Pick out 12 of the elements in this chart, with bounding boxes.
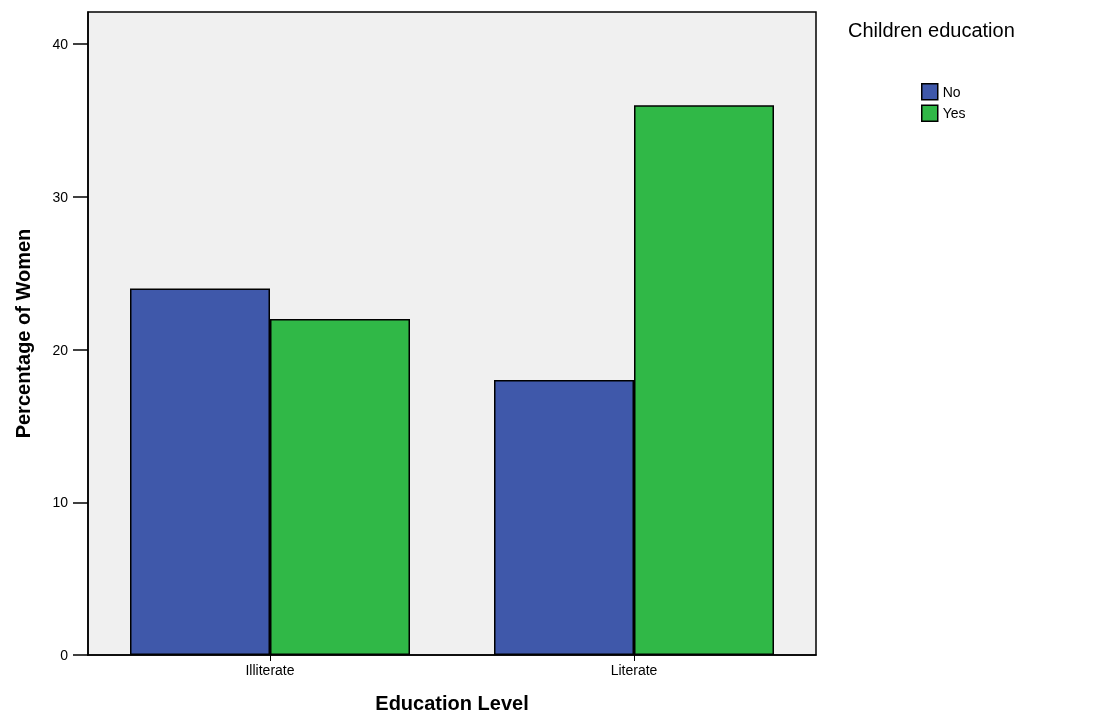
- y-tick-label: 10: [52, 494, 69, 511]
- y-axis-title: Percentage of Women: [12, 228, 34, 439]
- legend-title: Children education: [848, 19, 1015, 41]
- y-tick-label: 20: [52, 341, 69, 358]
- y-tick-label: 0: [60, 647, 69, 663]
- legend-label: Yes: [942, 105, 966, 122]
- x-axis-title: Education Level: [375, 692, 529, 714]
- x-tick-label: Illiterate: [245, 662, 295, 678]
- y-tick-label: 40: [52, 36, 69, 53]
- y-tick-label: 30: [52, 188, 69, 205]
- legend-label: No: [942, 83, 961, 100]
- x-tick-label: Literate: [610, 662, 658, 678]
